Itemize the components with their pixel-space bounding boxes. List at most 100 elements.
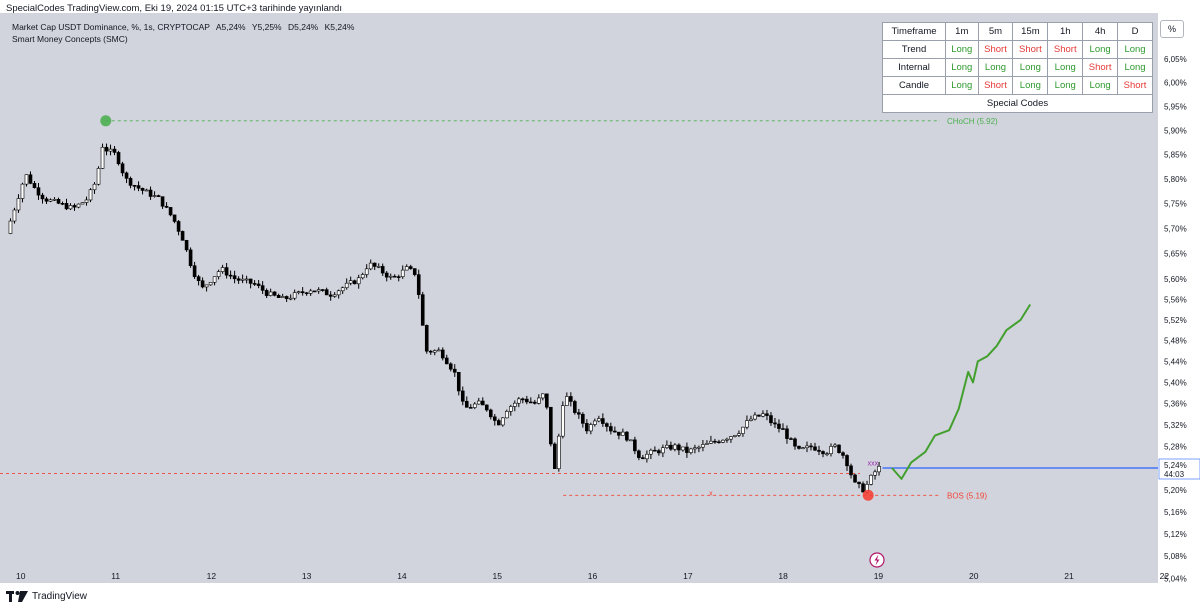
- candle-body: [785, 428, 789, 439]
- current-price-label: 5,24%: [1164, 461, 1187, 470]
- published-caption: SpecialCodes TradingView.com, Eki 19, 20…: [6, 3, 342, 14]
- percent-scale-button[interactable]: %: [1160, 20, 1184, 38]
- candle-body: [633, 439, 637, 452]
- time-tick-label: 20: [969, 571, 979, 581]
- panel-cell: Short: [977, 40, 1014, 59]
- candle-body: [697, 446, 701, 449]
- candle-body: [380, 266, 385, 274]
- candle-body: [821, 451, 825, 455]
- candle-body: [12, 209, 17, 222]
- candle-body: [517, 398, 521, 404]
- candle-body: [228, 274, 233, 277]
- panel-cell: Long: [1117, 58, 1153, 77]
- candle-body: [569, 396, 573, 402]
- candle-body: [545, 393, 549, 408]
- candle-body: [440, 349, 445, 359]
- candle-body: [561, 405, 565, 437]
- candle-body: [621, 431, 625, 436]
- lightning-icon[interactable]: [869, 552, 885, 568]
- candle-body: [753, 414, 757, 420]
- time-tick-label: 22: [1160, 571, 1170, 581]
- candle-body: [460, 390, 465, 402]
- candle-body: [176, 221, 181, 232]
- candle-body: [180, 231, 185, 241]
- candle-body: [464, 400, 469, 408]
- candle-body: [412, 268, 417, 275]
- candle-body: [44, 198, 49, 202]
- candle-body: [224, 267, 229, 276]
- candle-body: [352, 280, 357, 285]
- candle-body: [20, 183, 25, 199]
- candle-body: [268, 291, 273, 296]
- candle-body: [757, 414, 761, 417]
- candle-body: [573, 401, 577, 413]
- candle-body: [593, 420, 597, 425]
- footer-bar: TradingView: [0, 586, 1200, 609]
- panel-cell: Long: [1082, 76, 1119, 95]
- choch-label: CHoCH (5.92): [947, 117, 998, 126]
- candle-body: [148, 189, 153, 197]
- price-tick-label: 5,40%: [1164, 378, 1187, 387]
- candle-body: [112, 148, 117, 153]
- candle-body: [521, 398, 525, 401]
- current-price-badge: [1158, 458, 1200, 480]
- panel-cell: Long: [945, 76, 979, 95]
- candle-body: [256, 283, 261, 286]
- candle-body: [300, 291, 305, 294]
- candle-body: [817, 449, 821, 452]
- price-tick-label: 6,05%: [1164, 55, 1187, 64]
- candle-body: [833, 444, 837, 447]
- time-tick-label: 15: [493, 571, 503, 581]
- candle-body: [244, 278, 249, 281]
- candle-body: [769, 415, 773, 424]
- candle-body: [581, 413, 585, 424]
- candle-body: [725, 438, 729, 441]
- panel-header-4h: 4h: [1082, 22, 1119, 41]
- bos-marker: [862, 489, 874, 501]
- candle-body: [48, 199, 53, 202]
- candle-body: [344, 282, 349, 289]
- candle-body: [144, 189, 149, 192]
- candle-body: [793, 438, 797, 447]
- candle-body: [773, 422, 777, 425]
- price-tick-label: 5,90%: [1164, 126, 1187, 135]
- time-tick-label: 11: [111, 571, 120, 581]
- candle-body: [829, 446, 833, 454]
- candle-body: [96, 168, 101, 185]
- candle-body: [797, 445, 801, 449]
- candle-body: [288, 297, 293, 300]
- candle-body: [789, 438, 793, 440]
- panel-cell: Long: [1012, 76, 1049, 95]
- panel-cell: Short: [1082, 58, 1119, 77]
- candle-body: [76, 203, 81, 208]
- candle-body: [40, 194, 45, 200]
- candle-body: [873, 471, 877, 476]
- candle-body: [156, 195, 161, 197]
- projection-path: [891, 303, 1032, 480]
- candle-body: [124, 172, 129, 179]
- tradingview-logo[interactable]: TradingView: [6, 591, 87, 602]
- candle-body: [869, 474, 873, 485]
- time-tick-label: 17: [683, 571, 693, 581]
- candle-body: [565, 396, 569, 406]
- panel-cell: Short: [977, 76, 1014, 95]
- candle-body: [432, 350, 437, 353]
- candle-body: [849, 465, 853, 476]
- candle-body: [468, 407, 473, 409]
- candle-body: [212, 276, 217, 283]
- candle-body: [304, 292, 309, 295]
- candle-body: [88, 189, 93, 201]
- candle-body: [705, 443, 709, 445]
- candle-body: [92, 183, 97, 191]
- candle-body: [669, 444, 673, 450]
- indicator-name[interactable]: Smart Money Concepts (SMC): [12, 34, 128, 44]
- symbol-name[interactable]: Market Cap USDT Dominance, %, 1s, CRYPTO…: [12, 22, 210, 32]
- candle-body: [456, 371, 461, 392]
- candle-body: [80, 202, 85, 205]
- candle-body: [52, 199, 57, 201]
- candle-body: [629, 439, 633, 442]
- candle-body: [24, 174, 29, 185]
- candle-body: [653, 449, 657, 452]
- ohlc-high: Y5,25%: [251, 22, 282, 32]
- candle-body: [809, 445, 813, 448]
